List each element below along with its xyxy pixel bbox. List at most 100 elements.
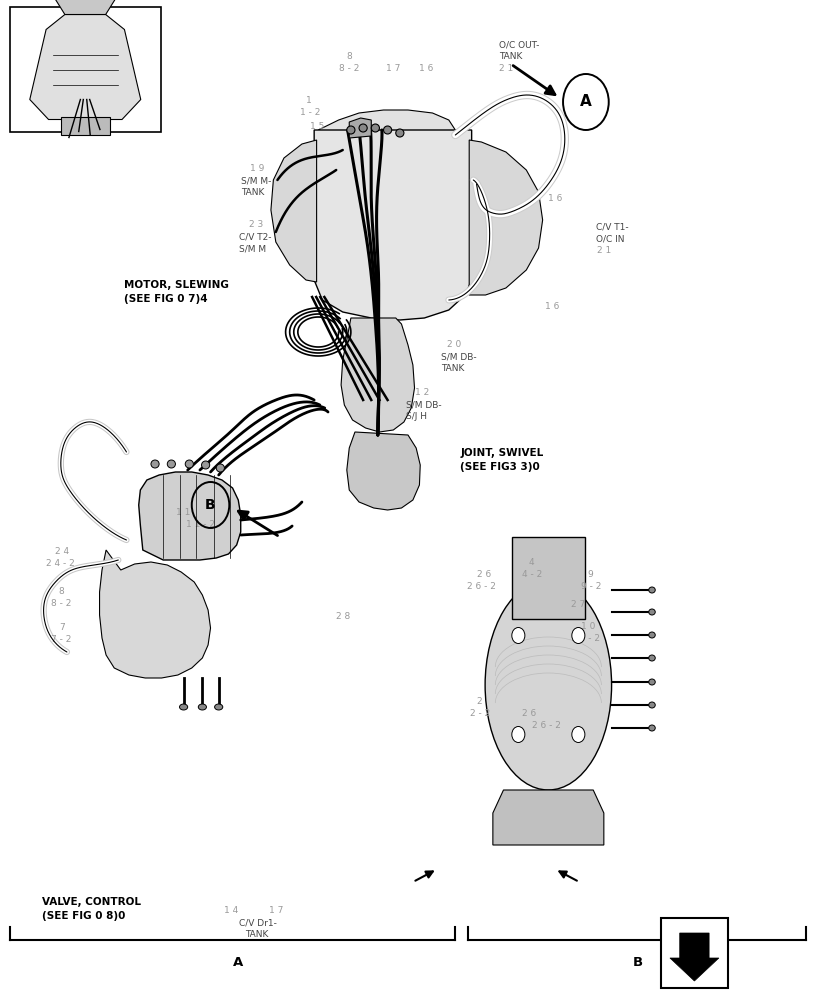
Polygon shape bbox=[493, 790, 604, 845]
Text: TANK: TANK bbox=[499, 52, 523, 61]
Text: 1 6: 1 6 bbox=[548, 194, 563, 203]
FancyBboxPatch shape bbox=[661, 918, 728, 988]
Text: 8: 8 bbox=[59, 587, 64, 596]
Text: 4: 4 bbox=[529, 558, 534, 567]
Circle shape bbox=[512, 628, 525, 644]
Ellipse shape bbox=[202, 461, 210, 469]
Text: C/V Dr1-: C/V Dr1- bbox=[239, 918, 277, 927]
Ellipse shape bbox=[396, 129, 404, 137]
Ellipse shape bbox=[384, 126, 392, 134]
Polygon shape bbox=[318, 110, 455, 167]
Text: O/C IN: O/C IN bbox=[596, 234, 624, 243]
Ellipse shape bbox=[486, 580, 612, 790]
Text: TANK: TANK bbox=[241, 188, 264, 197]
Polygon shape bbox=[347, 432, 420, 510]
Polygon shape bbox=[54, 0, 116, 14]
Ellipse shape bbox=[198, 704, 206, 710]
Text: 2 1: 2 1 bbox=[597, 246, 611, 255]
Text: A: A bbox=[580, 95, 592, 109]
Ellipse shape bbox=[151, 460, 159, 468]
Text: O/C OUT-: O/C OUT- bbox=[499, 40, 539, 49]
Text: 2 0: 2 0 bbox=[447, 340, 461, 349]
FancyBboxPatch shape bbox=[512, 537, 585, 619]
Text: 2 6: 2 6 bbox=[477, 570, 490, 579]
Ellipse shape bbox=[649, 655, 655, 661]
Ellipse shape bbox=[359, 124, 367, 132]
Text: (SEE FIG 0 8)0: (SEE FIG 0 8)0 bbox=[42, 911, 126, 921]
Polygon shape bbox=[139, 472, 241, 560]
Text: 2 7: 2 7 bbox=[571, 600, 585, 609]
Text: 1 2: 1 2 bbox=[415, 388, 428, 397]
Text: 1 4: 1 4 bbox=[224, 906, 237, 915]
Text: 1 6: 1 6 bbox=[545, 302, 560, 311]
Circle shape bbox=[572, 726, 585, 742]
Text: 2 4: 2 4 bbox=[55, 547, 69, 556]
Circle shape bbox=[512, 726, 525, 742]
Text: 2 4 - 2: 2 4 - 2 bbox=[46, 559, 74, 568]
Text: 1 1 - 2: 1 1 - 2 bbox=[186, 520, 215, 529]
Text: C/V T1-: C/V T1- bbox=[596, 222, 628, 231]
Text: 2 1: 2 1 bbox=[499, 64, 513, 73]
Text: 1 0 - 2: 1 0 - 2 bbox=[571, 634, 601, 643]
Text: TANK: TANK bbox=[245, 930, 268, 939]
Text: B: B bbox=[632, 956, 642, 969]
Text: 1 6: 1 6 bbox=[419, 64, 433, 73]
Text: 1 5: 1 5 bbox=[310, 122, 325, 131]
FancyBboxPatch shape bbox=[10, 7, 161, 132]
Text: 7: 7 bbox=[59, 623, 64, 632]
Text: 1 7: 1 7 bbox=[269, 906, 284, 915]
Ellipse shape bbox=[185, 460, 193, 468]
Text: S/M M-: S/M M- bbox=[241, 176, 271, 185]
Text: 4 - 2: 4 - 2 bbox=[522, 570, 543, 579]
Ellipse shape bbox=[180, 704, 188, 710]
Text: 7 - 2: 7 - 2 bbox=[51, 635, 71, 644]
Ellipse shape bbox=[649, 632, 655, 638]
Text: S/M DB-: S/M DB- bbox=[406, 400, 442, 409]
Polygon shape bbox=[100, 550, 211, 678]
Text: S/M M: S/M M bbox=[239, 244, 266, 253]
Polygon shape bbox=[341, 318, 415, 432]
Polygon shape bbox=[469, 140, 543, 295]
Text: C/V T2-: C/V T2- bbox=[239, 232, 272, 241]
Ellipse shape bbox=[649, 609, 655, 615]
Text: TANK: TANK bbox=[441, 364, 464, 373]
Ellipse shape bbox=[167, 460, 175, 468]
Text: (SEE FIG3 3)0: (SEE FIG3 3)0 bbox=[460, 462, 540, 472]
Text: 9: 9 bbox=[588, 570, 593, 579]
Text: A: A bbox=[233, 956, 243, 969]
Text: (SEE FIG 0 7)4: (SEE FIG 0 7)4 bbox=[124, 294, 207, 304]
Text: MOTOR, SLEWING: MOTOR, SLEWING bbox=[124, 280, 229, 290]
Polygon shape bbox=[349, 118, 371, 138]
Ellipse shape bbox=[215, 704, 223, 710]
FancyBboxPatch shape bbox=[60, 116, 109, 135]
Text: B: B bbox=[205, 498, 216, 512]
Text: S/M DB-: S/M DB- bbox=[441, 352, 477, 361]
Text: 8: 8 bbox=[347, 52, 353, 61]
Ellipse shape bbox=[347, 126, 355, 134]
Circle shape bbox=[572, 628, 585, 644]
Text: 2 6 - 2: 2 6 - 2 bbox=[532, 721, 561, 730]
Text: 9 - 2: 9 - 2 bbox=[581, 582, 601, 591]
Ellipse shape bbox=[649, 725, 655, 731]
Text: S/J H: S/J H bbox=[406, 412, 428, 421]
Text: 1 - 2: 1 - 2 bbox=[300, 108, 321, 117]
Polygon shape bbox=[271, 140, 317, 282]
Text: 8 - 2: 8 - 2 bbox=[339, 64, 360, 73]
Text: 2 8: 2 8 bbox=[336, 612, 350, 621]
Ellipse shape bbox=[649, 702, 655, 708]
Text: 2 6: 2 6 bbox=[522, 709, 536, 718]
Text: 1 7: 1 7 bbox=[386, 64, 401, 73]
Polygon shape bbox=[670, 933, 719, 981]
Text: 2: 2 bbox=[477, 697, 482, 706]
Text: 8 - 2: 8 - 2 bbox=[51, 599, 71, 608]
Text: 2 6 - 2: 2 6 - 2 bbox=[467, 582, 495, 591]
Ellipse shape bbox=[371, 124, 379, 132]
Text: 1 1: 1 1 bbox=[176, 508, 191, 517]
Text: VALVE, CONTROL: VALVE, CONTROL bbox=[42, 897, 141, 907]
Text: 1 0: 1 0 bbox=[581, 622, 596, 631]
Text: 2 - 2: 2 - 2 bbox=[470, 709, 490, 718]
Ellipse shape bbox=[216, 464, 224, 472]
Text: JOINT, SWIVEL: JOINT, SWIVEL bbox=[460, 448, 543, 458]
Ellipse shape bbox=[649, 679, 655, 685]
Ellipse shape bbox=[649, 587, 655, 593]
